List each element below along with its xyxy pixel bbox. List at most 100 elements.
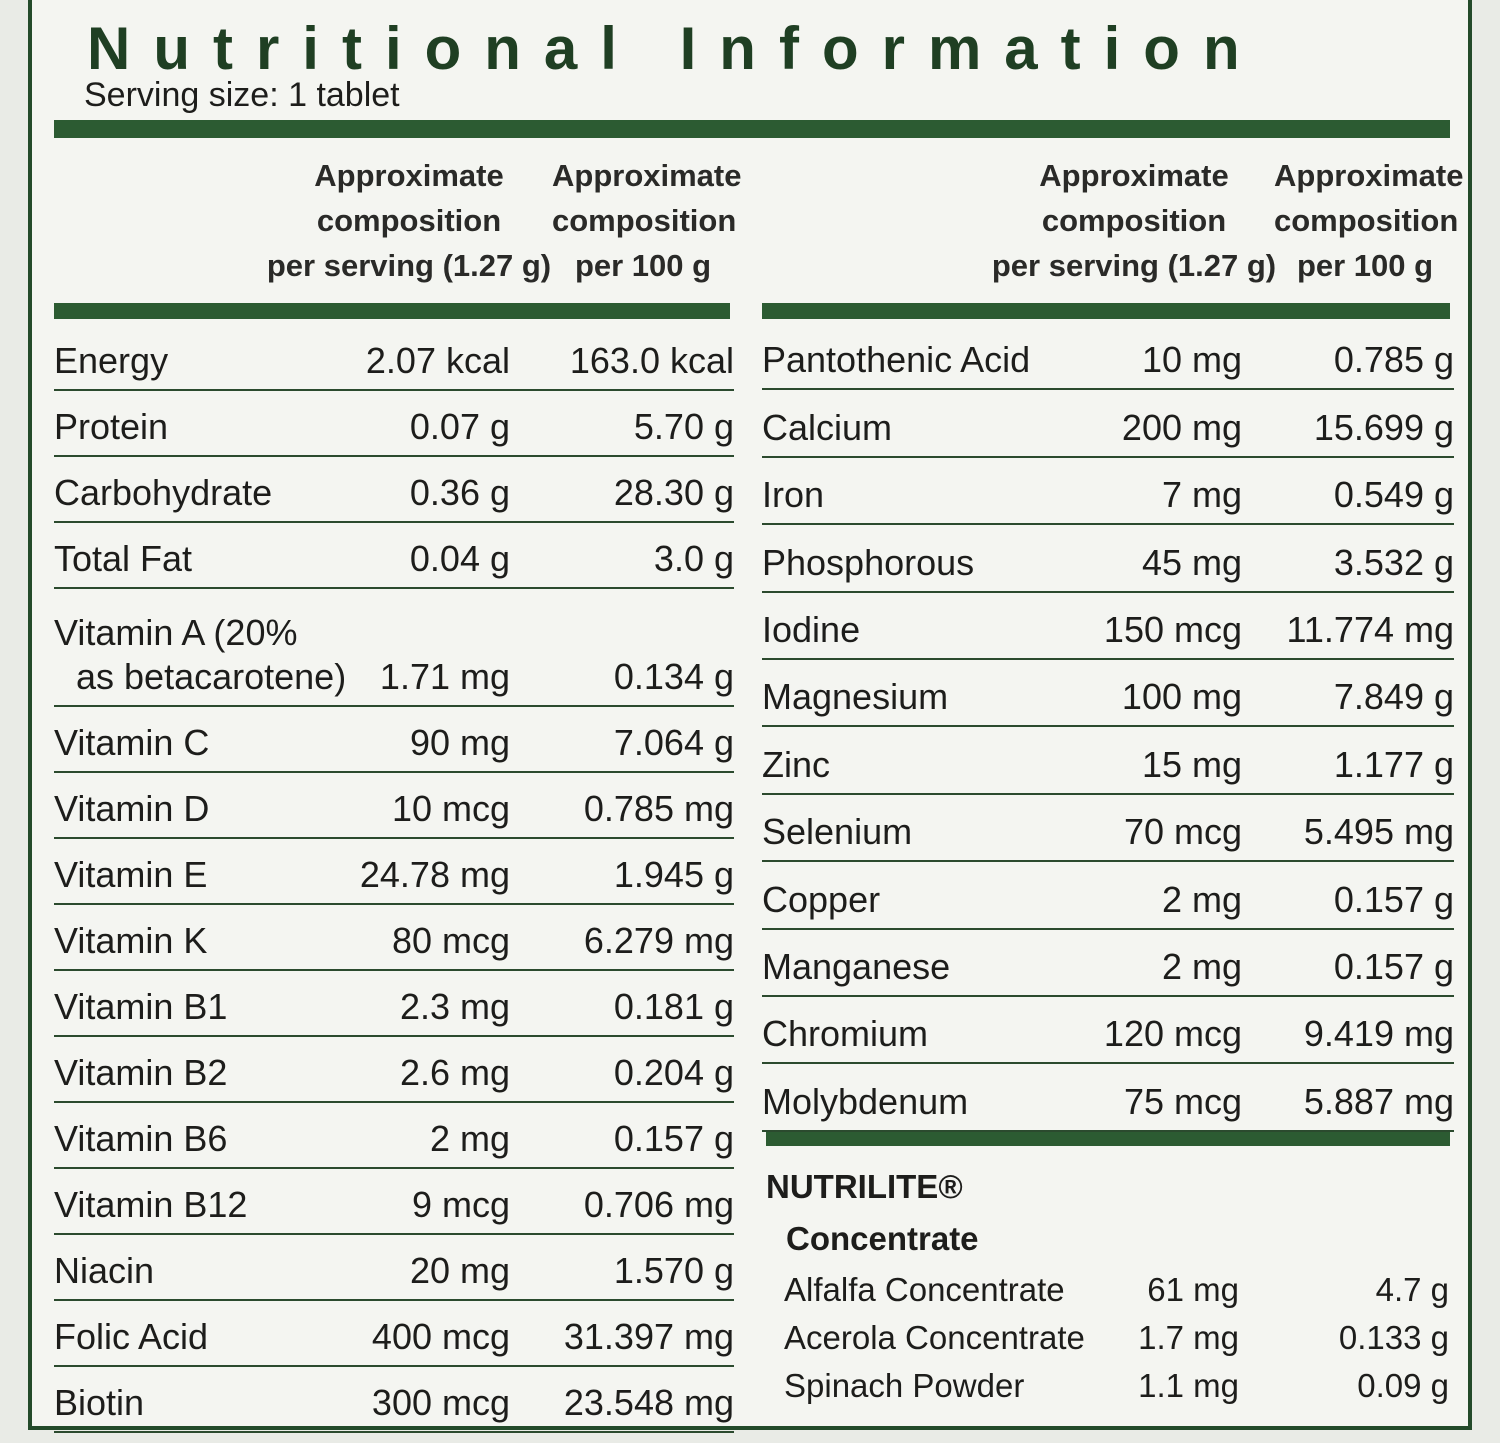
- per-100g: 5.887 mg: [1303, 1080, 1454, 1122]
- per-serving: 400 mcg: [371, 1316, 510, 1357]
- per-100g: 0.157 g: [1333, 878, 1454, 920]
- nutrient-name-line: Total Fat: [54, 538, 193, 579]
- nutrient-name-line: Energy: [54, 340, 169, 381]
- nutrient-name-line: Carbohydrate: [54, 472, 273, 513]
- nutrient-row: Iron 7 mg 0.549 g: [762, 458, 1454, 526]
- nutrient-row: Iodine 150 mcg 11.774 mg: [762, 593, 1454, 660]
- column-header-line: composition: [552, 203, 737, 238]
- column-header-line: composition: [1041, 203, 1227, 238]
- per-serving: 200 mg: [1121, 406, 1242, 448]
- per-serving: 10 mcg: [391, 788, 510, 829]
- per-100g: 15.699 g: [1313, 406, 1454, 448]
- nutrient-name-line: Magnesium: [762, 676, 949, 718]
- per-100g: 163.0 kcal: [569, 340, 734, 381]
- per-serving: 9 mcg: [411, 1184, 510, 1225]
- nutrient-row: Vitamin B6 2 mg 0.157 g: [54, 1103, 734, 1169]
- nutrient-name: Vitamin E: [54, 853, 344, 903]
- per-100g: 23.548 mg: [563, 1382, 734, 1423]
- nutrient-row: Manganese 2 mg 0.157 g: [762, 930, 1454, 997]
- nutrient-name-line: Vitamin B12: [54, 1184, 248, 1225]
- per-100g: 0.157 g: [613, 1118, 734, 1159]
- nutrient-name: Vitamin D: [54, 787, 344, 837]
- nutrient-row: Energy 2.07 kcal 163.0 kcal: [54, 325, 734, 391]
- nutrient-name-line: Copper: [762, 878, 881, 920]
- per-100g: 0.785 mg: [583, 788, 734, 829]
- per-100g: 6.279 mg: [583, 920, 734, 961]
- ingredient-name: Alfalfa Concentrate: [784, 1271, 1065, 1308]
- nutrient-name: Carbohydrate: [54, 471, 344, 521]
- nutrient-row: Vitamin C 90 mg 7.064 g: [54, 707, 734, 773]
- nutrient-row: Niacin 20 mg 1.570 g: [54, 1235, 734, 1301]
- nutrient-name-line: Calcium: [762, 406, 893, 448]
- per-serving: 2 mg: [1161, 945, 1242, 987]
- nutrient-row: Magnesium 100 mg 7.849 g: [762, 660, 1454, 728]
- divider-bar: [766, 1130, 1450, 1146]
- per-100g: 0.09 g: [1357, 1367, 1449, 1404]
- nutrient-row: Calcium 200 mg 15.699 g: [762, 390, 1454, 458]
- nutrient-row: Pantothenic Acid 10 mg 0.785 g: [762, 323, 1454, 391]
- serving-size: Serving size: 1 tablet: [84, 76, 400, 114]
- nutrient-row: Protein 0.07 g 5.70 g: [54, 391, 734, 457]
- nutrient-name: Vitamin B1: [54, 985, 344, 1035]
- nutrient-name: Vitamin C: [54, 721, 344, 771]
- per-100g: 1.570 g: [613, 1250, 734, 1291]
- nutrient-row: Vitamin B1 2.3 mg 0.181 g: [54, 971, 734, 1037]
- nutrient-name: Iron: [762, 473, 1062, 523]
- nutrient-row: Vitamin E 24.78 mg 1.945 g: [54, 839, 734, 905]
- per-100g: 11.774 mg: [1286, 608, 1454, 650]
- per-serving: 1.1 mg: [1138, 1367, 1239, 1404]
- column-header: Approximate composition per serving (1.27 …: [262, 153, 556, 288]
- nutrient-row: Total Fat 0.04 g 3.0 g: [54, 523, 734, 589]
- nutrient-name-line: Vitamin C: [54, 722, 210, 763]
- nutrient-row: Zinc 15 mg 1.177 g: [762, 727, 1454, 795]
- nutrient-name-line: Chromium: [762, 1013, 929, 1055]
- nutrient-row: Chromium 120 mcg 9.419 mg: [762, 997, 1454, 1065]
- nutrient-name: Calcium: [762, 406, 1062, 456]
- nutrient-name-line: Molybdenum: [762, 1080, 969, 1122]
- divider-bar: [54, 120, 1450, 138]
- nutrient-row: Vitamin B12 9 mcg 0.706 mg: [54, 1169, 734, 1235]
- column-header: Approximate composition per 100 g: [552, 153, 741, 288]
- per-100g: 5.70 g: [633, 406, 734, 447]
- per-serving: 0.07 g: [409, 406, 510, 447]
- per-serving: 300 mcg: [371, 1382, 510, 1423]
- nutrient-row: Selenium 70 mcg 5.495 mg: [762, 795, 1454, 863]
- nutrient-row: Vitamin K 80 mcg 6.279 mg: [54, 905, 734, 971]
- per-serving: 120 mcg: [1103, 1013, 1242, 1055]
- nutrient-name-line: Vitamin K: [54, 920, 208, 961]
- per-100g: 0.204 g: [613, 1052, 734, 1093]
- column-header-line: composition: [316, 203, 502, 238]
- nutrient-name-line: Vitamin B6: [54, 1118, 228, 1159]
- nutrient-name: Vitamin B12: [54, 1183, 344, 1233]
- nutrient-row: Copper 2 mg 0.157 g: [762, 862, 1454, 930]
- nutrient-name-line: Vitamin A (20%: [54, 612, 298, 653]
- nutrient-name: Magnesium: [762, 675, 1062, 725]
- ingredient-name: Acerola Concentrate: [784, 1319, 1085, 1356]
- column-header-line: per serving (1.27 g): [991, 248, 1277, 283]
- nutrient-name-line: Niacin: [54, 1250, 155, 1291]
- nutrient-name: Molybdenum: [762, 1080, 1062, 1130]
- nutrient-name: Phosphorous: [762, 541, 1062, 591]
- nutrient-name: Vitamin K: [54, 919, 344, 969]
- nutrient-name-line: Phosphorous: [762, 541, 975, 583]
- per-serving: 20 mg: [409, 1250, 510, 1291]
- per-100g: 0.133 g: [1338, 1319, 1449, 1356]
- per-serving: 2.07 kcal: [365, 340, 510, 381]
- nutrient-name: Copper: [762, 878, 1062, 928]
- nutrient-name: Zinc: [762, 743, 1062, 793]
- per-serving: 24.78 mg: [359, 854, 510, 895]
- nutrient-name: Vitamin B6: [54, 1117, 344, 1167]
- per-100g: 1.945 g: [613, 854, 734, 895]
- nutrient-name-line: Zinc: [762, 743, 831, 785]
- per-serving: 45 mg: [1141, 541, 1242, 583]
- concentrate-row: Spinach Powder 1.1 mg 0.09 g: [784, 1362, 1449, 1410]
- nutrient-name-line: Protein: [54, 406, 169, 447]
- per-serving: 100 mg: [1121, 676, 1242, 718]
- per-serving: 75 mcg: [1123, 1080, 1242, 1122]
- nutrient-name-line: Folic Acid: [54, 1316, 209, 1357]
- per-100g: 31.397 mg: [563, 1316, 734, 1357]
- per-serving: 7 mg: [1161, 474, 1242, 516]
- column-header: Approximate composition per serving (1.27 …: [986, 153, 1282, 288]
- ingredient-name: Spinach Powder: [784, 1367, 1025, 1404]
